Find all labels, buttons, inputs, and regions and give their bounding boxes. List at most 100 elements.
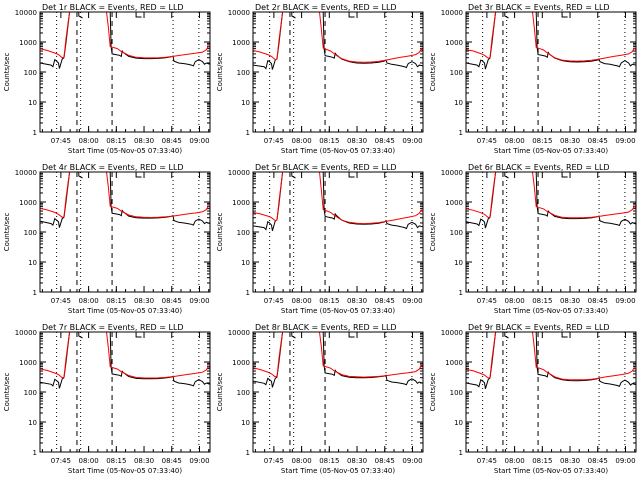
chart-title: Det 9r BLACK = Events, RED = LLD: [468, 323, 610, 332]
attenuator-marker: [504, 332, 509, 339]
y-tick-label: 10: [241, 99, 250, 107]
x-tick-label: 08:45: [375, 137, 395, 145]
plot-frame: [252, 11, 424, 133]
chart-panel-2: Det 2r BLACK = Events, RED = LLD Counts/s…: [216, 3, 424, 155]
attenuator-marker: [78, 12, 83, 19]
attenuator-marker: [561, 332, 568, 338]
x-tick-label: 08:45: [375, 297, 395, 305]
x-tick-label: 08:30: [560, 137, 580, 145]
x-tick-label: 08:45: [588, 137, 608, 145]
x-tick-label: 08:30: [134, 457, 154, 465]
attenuator-marker: [291, 12, 296, 19]
y-axis-label: Counts/sec: [429, 373, 437, 412]
y-tick-label: 100: [237, 389, 250, 397]
plot-frame: [465, 11, 637, 133]
attenuator-marker: [291, 172, 296, 179]
attenuator-marker: [78, 172, 83, 179]
series-line-events: [466, 172, 636, 229]
x-axis-label: Start Time (05-Nov-05 07:33:40): [281, 147, 395, 155]
y-tick-label: 10000: [228, 329, 250, 337]
chart-panel-9: Det 9r BLACK = Events, RED = LLD Counts/s…: [429, 323, 637, 475]
x-tick-label: 08:15: [532, 137, 552, 145]
x-tick-label: 08:00: [79, 297, 99, 305]
x-tick-label: 08:00: [505, 137, 525, 145]
y-tick-label: 1000: [19, 39, 37, 47]
series-line-events: [40, 172, 210, 228]
series-line-lld: [253, 172, 423, 225]
y-tick-label: 10: [241, 259, 250, 267]
y-tick-label: 1000: [445, 359, 463, 367]
x-tick-label: 08:45: [588, 457, 608, 465]
attenuator-marker: [135, 332, 142, 338]
y-tick-label: 10: [454, 419, 463, 427]
x-tick-label: 09:00: [402, 297, 422, 305]
chart-panel-3: Det 3r BLACK = Events, RED = LLD Counts/s…: [429, 3, 637, 155]
x-tick-label: 07:45: [264, 457, 284, 465]
x-tick-label: 09:00: [189, 297, 209, 305]
x-tick-label: 09:00: [615, 457, 635, 465]
x-axis-label: Start Time (05-Nov-05 07:33:40): [68, 147, 182, 155]
chart-panel-1: Det 1r BLACK = Events, RED = LLD Counts/s…: [3, 3, 211, 155]
attenuator-marker: [348, 172, 355, 178]
x-tick-label: 08:30: [134, 137, 154, 145]
y-tick-label: 100: [450, 389, 463, 397]
chart-title: Det 4r BLACK = Events, RED = LLD: [42, 163, 184, 172]
y-axis-label: Counts/sec: [429, 53, 437, 92]
y-tick-label: 100: [450, 69, 463, 77]
y-tick-label: 10: [454, 99, 463, 107]
y-tick-label: 100: [450, 229, 463, 237]
attenuator-marker: [504, 172, 509, 179]
y-tick-label: 100: [237, 69, 250, 77]
y-tick-label: 10: [241, 419, 250, 427]
x-tick-label: 08:00: [79, 137, 99, 145]
y-tick-label: 10000: [228, 9, 250, 17]
y-tick-label: 10000: [15, 169, 37, 177]
x-axis-label: Start Time (05-Nov-05 07:33:40): [281, 307, 395, 315]
series-line-lld: [40, 332, 210, 379]
series-line-lld: [466, 172, 636, 219]
x-tick-label: 08:00: [79, 457, 99, 465]
series-line-events: [40, 332, 210, 389]
y-axis-label: Counts/sec: [3, 53, 11, 92]
x-tick-label: 08:00: [292, 457, 312, 465]
y-axis-label: Counts/sec: [216, 53, 224, 92]
x-tick-label: 07:45: [477, 457, 497, 465]
plot-frame: [252, 171, 424, 293]
x-tick-label: 08:15: [532, 457, 552, 465]
y-tick-label: 1: [459, 449, 463, 457]
attenuator-marker: [561, 12, 568, 18]
attenuator-marker: [348, 12, 355, 18]
series-line-lld: [253, 12, 423, 63]
attenuator-marker: [504, 12, 509, 19]
y-axis-label: Counts/sec: [3, 213, 11, 252]
attenuator-marker: [135, 172, 142, 178]
y-tick-label: 100: [237, 229, 250, 237]
x-tick-label: 09:00: [402, 457, 422, 465]
x-tick-label: 08:00: [292, 297, 312, 305]
y-tick-label: 10000: [441, 329, 463, 337]
x-axis-label: Start Time (05-Nov-05 07:33:40): [68, 467, 182, 475]
chart-title: Det 2r BLACK = Events, RED = LLD: [255, 3, 397, 12]
x-axis-label: Start Time (05-Nov-05 07:33:40): [494, 307, 608, 315]
x-tick-label: 08:15: [106, 297, 126, 305]
y-tick-label: 1000: [19, 199, 37, 207]
chart-panel-8: Det 8r BLACK = Events, RED = LLD Counts/s…: [216, 323, 424, 475]
x-tick-label: 08:15: [319, 457, 339, 465]
y-tick-label: 100: [24, 69, 37, 77]
chart-panel-7: Det 7r BLACK = Events, RED = LLD Counts/s…: [3, 323, 211, 475]
y-tick-label: 1: [459, 289, 463, 297]
y-tick-label: 1: [459, 129, 463, 137]
y-tick-label: 1: [33, 129, 37, 137]
x-tick-label: 08:45: [375, 457, 395, 465]
attenuator-marker: [561, 172, 568, 178]
y-tick-label: 10: [28, 259, 37, 267]
chart-title: Det 7r BLACK = Events, RED = LLD: [42, 323, 184, 332]
chart-panel-4: Det 4r BLACK = Events, RED = LLD Counts/s…: [3, 163, 211, 315]
series-line-lld: [40, 172, 210, 219]
x-tick-label: 08:30: [347, 297, 367, 305]
series-line-lld: [40, 12, 210, 59]
y-tick-label: 100: [24, 389, 37, 397]
x-tick-label: 07:45: [264, 137, 284, 145]
x-tick-label: 09:00: [189, 457, 209, 465]
